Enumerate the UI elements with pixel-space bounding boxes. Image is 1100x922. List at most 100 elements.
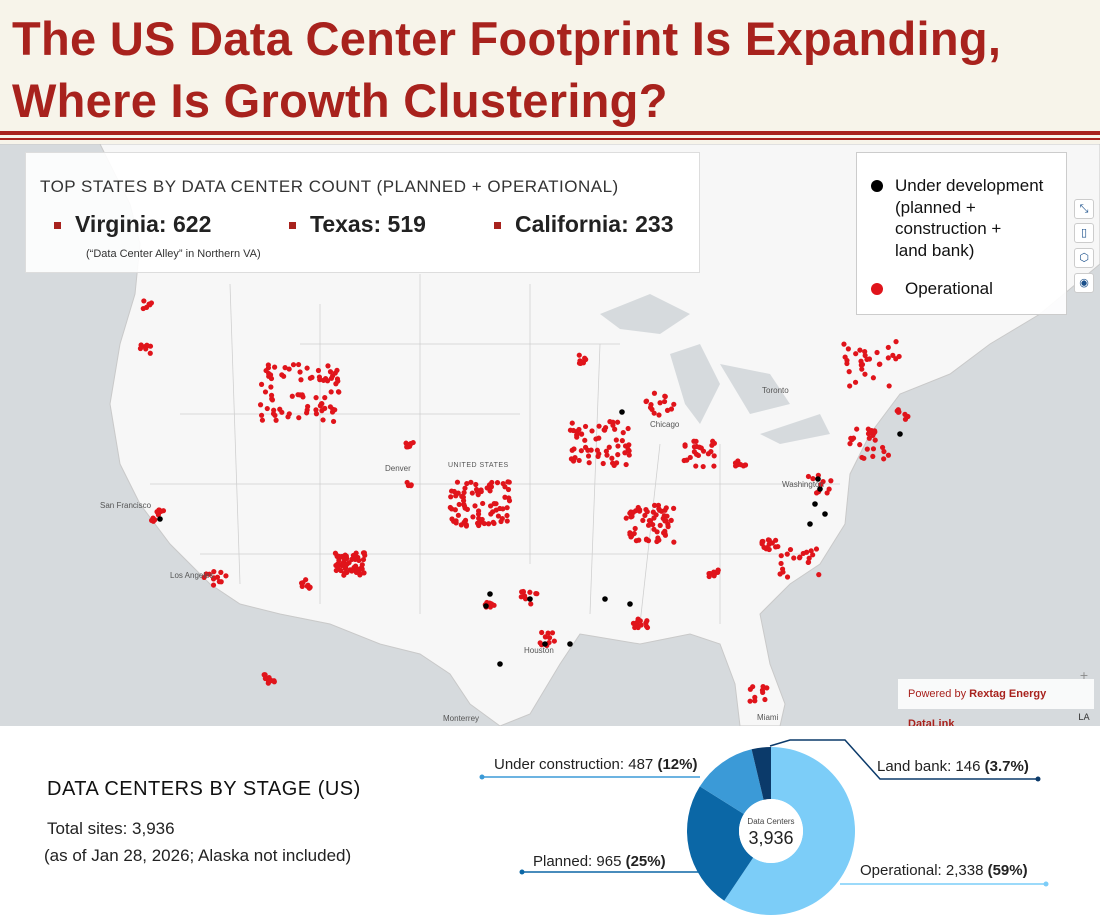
state-texas: Texas: 519 <box>289 211 426 238</box>
operational-point <box>711 463 717 469</box>
operational-point <box>636 508 643 514</box>
operational-point <box>857 347 863 353</box>
operational-point <box>309 374 315 381</box>
operational-point <box>269 397 276 403</box>
operational-point <box>522 593 528 599</box>
operational-point <box>576 457 582 464</box>
operational-point <box>272 364 278 370</box>
operational-point <box>760 684 766 690</box>
donut-center-label: Data Centers <box>747 817 795 826</box>
operational-point <box>295 361 302 368</box>
map-icon[interactable]: ▯ <box>1074 223 1094 243</box>
operational-point <box>777 571 783 577</box>
operational-point <box>655 502 662 508</box>
collapse-icon[interactable]: ⤡ <box>1074 199 1094 219</box>
operational-point <box>456 501 462 508</box>
operational-point <box>264 405 270 412</box>
north-icon[interactable]: LA <box>1078 713 1090 723</box>
operational-point <box>486 521 492 527</box>
operational-point <box>268 384 274 390</box>
legend-line: land bank) <box>895 240 975 260</box>
operational-point <box>870 453 876 460</box>
operational-point <box>218 569 224 575</box>
operational-point <box>631 530 637 537</box>
operational-point <box>320 417 326 423</box>
operational-point <box>870 375 876 381</box>
operational-point <box>582 423 589 430</box>
map[interactable]: San Francisco Los Angeles Denver UNITED … <box>0 144 1100 726</box>
state-california: California: 233 <box>494 211 674 238</box>
operational-point <box>841 341 847 347</box>
operational-point <box>787 546 794 553</box>
operational-point <box>461 489 467 496</box>
zoom-in-icon[interactable]: + <box>1079 669 1089 682</box>
operational-point <box>359 566 365 572</box>
operational-point <box>738 462 744 468</box>
operational-point <box>632 525 638 532</box>
operational-point <box>327 404 334 410</box>
operational-point <box>890 352 896 358</box>
map-canvas[interactable] <box>0 144 1100 726</box>
operational-point <box>859 454 865 461</box>
operational-point <box>585 447 591 453</box>
attribution-link[interactable]: Rextag Energy DataLink <box>908 688 1047 726</box>
operational-point <box>571 446 577 452</box>
label-text: Operational: 2,338 <box>860 862 984 879</box>
city-label-los-angeles: Los Angeles <box>170 571 214 580</box>
powered-by-attribution[interactable]: Powered by Rextag Energy DataLink <box>898 679 1094 726</box>
operational-point <box>335 564 341 570</box>
development-point <box>487 591 493 597</box>
operational-point <box>454 479 461 485</box>
city-label-washington: Washington <box>782 480 824 489</box>
operational-point <box>622 450 628 456</box>
operational-point <box>893 356 899 362</box>
operational-point <box>630 509 636 515</box>
operational-point <box>810 552 816 558</box>
operational-point <box>629 513 635 519</box>
operational-point <box>296 415 302 421</box>
operational-point <box>596 423 602 429</box>
operational-point <box>657 400 663 406</box>
operational-point <box>470 514 476 520</box>
operational-point <box>578 431 585 437</box>
bullet-icon <box>289 222 296 230</box>
development-point <box>807 521 813 527</box>
layers-icon[interactable]: ⬡ <box>1074 248 1094 268</box>
operational-point <box>315 367 322 374</box>
operational-point <box>828 478 834 484</box>
city-label-monterrey: Monterrey <box>443 714 480 723</box>
operational-point <box>636 537 642 543</box>
operational-point <box>651 502 658 508</box>
development-point <box>483 603 489 609</box>
operational-point <box>589 428 595 434</box>
operational-point <box>642 512 648 519</box>
operational-point <box>206 571 212 577</box>
operational-point <box>318 401 325 407</box>
operational-point <box>619 438 625 444</box>
leader-dot <box>479 774 485 780</box>
operational-point <box>338 567 344 574</box>
operational-point <box>651 390 658 396</box>
operational-point <box>528 601 534 607</box>
operational-point <box>870 446 877 452</box>
city-label-miami: Miami <box>757 713 779 722</box>
operational-point <box>862 371 868 377</box>
operational-point <box>489 479 495 486</box>
city-label-denver: Denver <box>385 464 411 473</box>
attribution-prefix: Powered by <box>908 688 970 700</box>
operational-point <box>844 357 850 364</box>
locate-icon[interactable]: ◉ <box>1074 273 1094 293</box>
legend-line: construction + <box>895 219 1002 238</box>
operational-point <box>451 488 457 495</box>
donut-center-value: 3,936 <box>748 828 794 848</box>
operational-point <box>600 460 606 467</box>
state-label: Texas: 519 <box>310 211 426 237</box>
operational-point <box>778 560 784 567</box>
operational-point <box>448 494 454 500</box>
operational-point <box>845 346 851 352</box>
operational-point <box>481 520 487 527</box>
city-label-toronto: Toronto <box>762 386 789 395</box>
operational-point <box>211 575 217 581</box>
operational-point <box>263 367 269 374</box>
operational-point <box>328 375 335 381</box>
